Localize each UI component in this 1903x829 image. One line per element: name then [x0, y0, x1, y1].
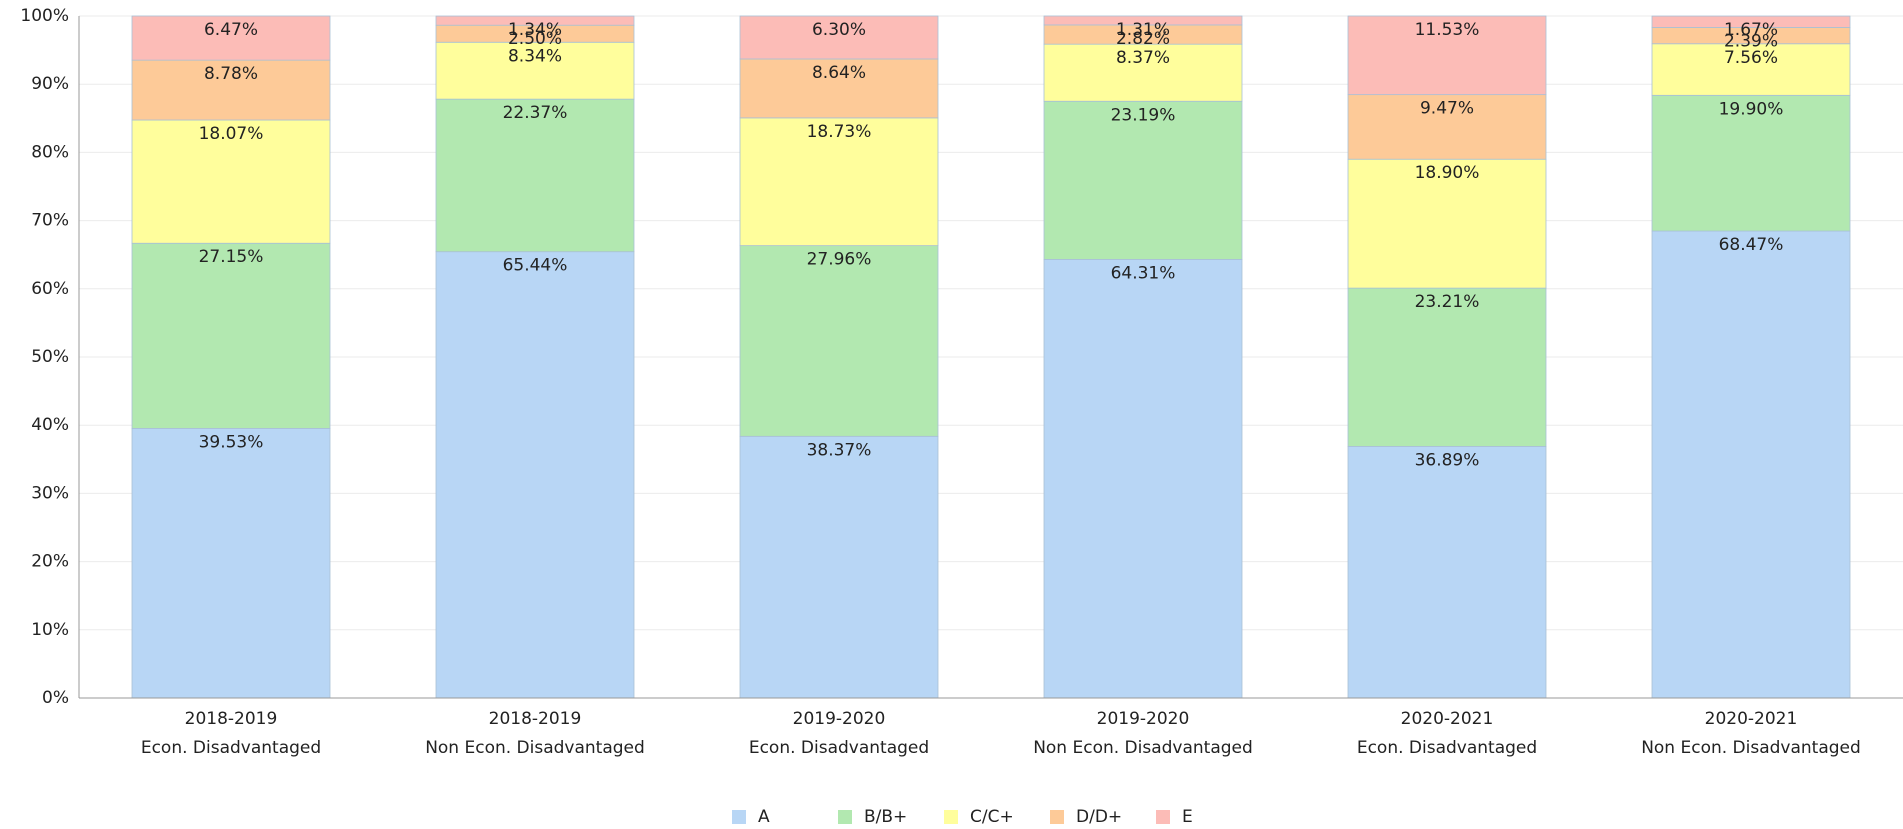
data-label: 38.37%: [807, 440, 872, 460]
x-tick-label: Non Econ. Disadvantaged: [425, 738, 645, 758]
x-tick-label: 2019-2020: [1097, 709, 1190, 729]
x-tick-label: 2019-2020: [793, 709, 886, 729]
data-label: 23.21%: [1415, 292, 1480, 312]
bar-segment: [1347, 94, 1547, 160]
x-tick-label: Econ. Disadvantaged: [749, 738, 929, 758]
bar-segment: [435, 98, 635, 253]
x-tick-label: Non Econ. Disadvantaged: [1033, 738, 1253, 758]
bar-segment: [1043, 100, 1243, 260]
data-label: 64.31%: [1111, 263, 1176, 283]
bar-segment: [739, 245, 939, 437]
x-tick-label: 2018-2019: [185, 709, 278, 729]
data-label: 8.34%: [508, 46, 562, 66]
bar-segment: [739, 117, 939, 247]
y-tick-label: 70%: [31, 211, 69, 231]
legend-swatch: [1050, 810, 1064, 824]
bar-segment: [1043, 259, 1243, 699]
legend-swatch: [944, 810, 958, 824]
data-label: 23.19%: [1111, 105, 1176, 125]
legend-swatch: [838, 810, 852, 824]
legend-swatch: [1156, 810, 1170, 824]
data-label: 19.90%: [1719, 99, 1784, 119]
bar-segment: [1651, 15, 1851, 28]
y-tick-label: 80%: [31, 142, 69, 162]
bar-segment: [131, 428, 331, 699]
legend-label: C/C+: [970, 807, 1014, 827]
data-label: 68.47%: [1719, 235, 1784, 255]
data-label: 8.78%: [204, 64, 258, 84]
bar-segment: [131, 15, 331, 61]
data-label: 6.30%: [812, 20, 866, 40]
legend-label: A: [758, 807, 770, 827]
bar-segment: [739, 58, 939, 119]
y-tick-label: 50%: [31, 347, 69, 367]
bar-segment: [739, 15, 939, 60]
bar-segment: [131, 242, 331, 429]
x-tick-label: Econ. Disadvantaged: [1357, 738, 1537, 758]
data-label: 2.50%: [508, 29, 562, 49]
x-tick-label: 2020-2021: [1705, 709, 1798, 729]
data-label: 39.53%: [199, 432, 264, 452]
y-tick-label: 40%: [31, 415, 69, 435]
x-tick-label: Econ. Disadvantaged: [141, 738, 321, 758]
y-tick-label: 30%: [31, 483, 69, 503]
bar-segment: [1043, 15, 1243, 26]
data-label: 22.37%: [503, 103, 568, 123]
data-label: 8.64%: [812, 63, 866, 83]
bar-segment: [131, 119, 331, 244]
y-tick-label: 20%: [31, 552, 69, 572]
y-tick-label: 100%: [20, 6, 69, 26]
bar-segment: [435, 15, 635, 26]
data-label: 8.37%: [1116, 48, 1170, 68]
bar-segment: [1347, 158, 1547, 289]
x-tick-label: 2018-2019: [489, 709, 582, 729]
data-label: 1.67%: [1724, 20, 1778, 40]
y-tick-label: 10%: [31, 620, 69, 640]
bar-segment: [1347, 446, 1547, 699]
data-label: 36.89%: [1415, 450, 1480, 470]
x-tick-label: 2020-2021: [1401, 709, 1494, 729]
data-label: 9.47%: [1420, 99, 1474, 119]
bar-segment: [739, 435, 939, 699]
legend-label: E: [1182, 807, 1193, 827]
data-label: 65.44%: [503, 256, 568, 276]
legend-label: B/B+: [864, 807, 907, 827]
bar-segment: [131, 59, 331, 121]
data-label: 18.90%: [1415, 163, 1480, 183]
data-label: 2.82%: [1116, 29, 1170, 49]
bar-segment: [1651, 43, 1851, 96]
data-label: 11.53%: [1415, 20, 1480, 40]
bar-segment: [1651, 230, 1851, 699]
data-label: 1.34%: [508, 20, 562, 40]
y-tick-label: 90%: [31, 74, 69, 94]
bar-segment: [1651, 94, 1851, 232]
data-label: 7.56%: [1724, 48, 1778, 68]
bar-segment: [1347, 287, 1547, 447]
data-label: 1.31%: [1116, 20, 1170, 40]
legend-label: D/D+: [1076, 807, 1122, 827]
bar-segment: [435, 251, 635, 699]
legend-swatch: [732, 810, 746, 824]
data-label: 18.73%: [807, 122, 872, 142]
data-label: 27.96%: [807, 250, 872, 270]
data-label: 18.07%: [199, 124, 264, 144]
y-tick-label: 60%: [31, 279, 69, 299]
x-tick-label: Non Econ. Disadvantaged: [1641, 738, 1861, 758]
data-label: 27.15%: [199, 247, 264, 267]
bar-segment: [435, 41, 635, 100]
bar-segment: [1347, 15, 1547, 96]
data-label: 6.47%: [204, 20, 258, 40]
data-label: 2.39%: [1724, 31, 1778, 51]
y-tick-label: 0%: [42, 688, 69, 708]
